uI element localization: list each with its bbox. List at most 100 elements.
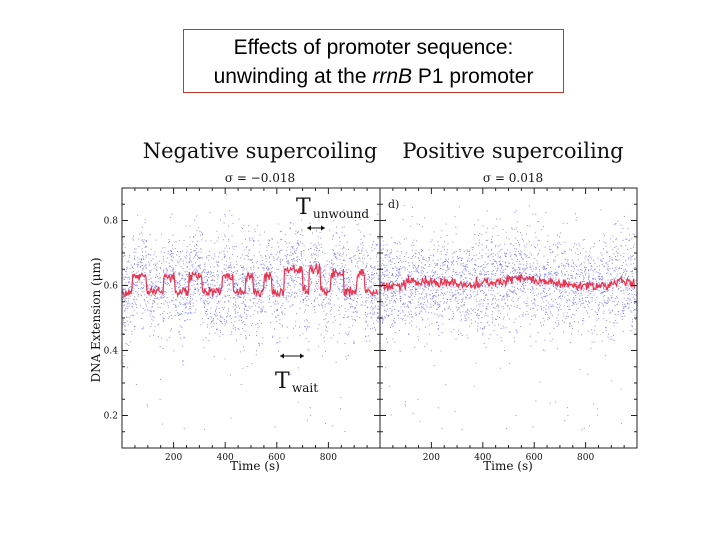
right-raw-point <box>569 322 571 324</box>
left-raw-point <box>185 303 187 305</box>
right-raw-point <box>447 258 449 260</box>
right-raw-point <box>498 298 500 300</box>
left-raw-point <box>253 303 255 305</box>
right-raw-point <box>516 260 518 262</box>
left-raw-point <box>219 287 221 289</box>
right-raw-point <box>385 301 387 303</box>
left-raw-point <box>377 265 379 267</box>
left-raw-point <box>325 314 327 316</box>
left-raw-point <box>142 326 144 328</box>
left-raw-point <box>195 234 197 236</box>
left-raw-point <box>151 281 153 283</box>
left-raw-point <box>215 315 217 317</box>
left-raw-point <box>338 254 340 256</box>
left-raw-point <box>312 252 314 254</box>
left-raw-point <box>201 234 203 236</box>
left-raw-point <box>326 302 328 304</box>
right-raw-point <box>608 333 609 335</box>
right-raw-point <box>491 272 493 274</box>
left-raw-point <box>163 270 164 272</box>
left-raw-point <box>129 341 131 343</box>
left-raw-point <box>318 305 320 307</box>
left-raw-point <box>331 269 333 271</box>
left-raw-point <box>229 247 230 249</box>
right-raw-point <box>384 291 386 293</box>
left-raw-point <box>282 303 284 305</box>
right-raw-point <box>443 302 445 304</box>
left-raw-point <box>141 239 143 241</box>
left-raw-point <box>219 285 220 287</box>
left-raw-point <box>314 311 316 313</box>
left-raw-point <box>198 226 199 228</box>
left-raw-point <box>219 316 221 318</box>
left-raw-point <box>174 279 176 281</box>
right-raw-point <box>499 367 501 369</box>
right-raw-point <box>452 295 454 297</box>
left-raw-point <box>243 277 245 279</box>
right-raw-point <box>437 289 439 291</box>
right-raw-point <box>417 291 419 293</box>
right-raw-point <box>541 309 543 311</box>
left-raw-point <box>141 287 142 289</box>
left-raw-point <box>305 319 307 321</box>
right-raw-point <box>549 276 551 278</box>
right-raw-point <box>428 257 430 259</box>
right-raw-point <box>483 271 485 273</box>
left-raw-point <box>359 287 361 289</box>
left-raw-point <box>272 256 274 258</box>
right-raw-point <box>487 321 489 323</box>
right-raw-point <box>518 241 519 243</box>
left-raw-point <box>330 337 332 339</box>
left-raw-point <box>299 326 300 328</box>
left-raw-point <box>336 281 338 283</box>
left-raw-point <box>136 282 138 284</box>
right-raw-point <box>451 277 452 279</box>
left-raw-point <box>225 260 227 262</box>
left-raw-point <box>272 280 274 282</box>
right-raw-point <box>434 271 436 272</box>
right-raw-point <box>516 330 518 332</box>
left-raw-point <box>254 285 255 287</box>
left-raw-point <box>216 230 218 232</box>
left-raw-point <box>300 284 302 286</box>
left-raw-point <box>335 279 337 281</box>
left-raw-point <box>257 283 259 285</box>
left-raw-point <box>202 295 204 297</box>
right-raw-point <box>536 260 538 262</box>
right-raw-point <box>583 262 585 264</box>
right-raw-point <box>404 320 406 322</box>
left-raw-point <box>354 308 356 309</box>
right-raw-point <box>610 297 612 299</box>
left-raw-point <box>335 275 337 277</box>
left-raw-point <box>129 268 131 270</box>
left-raw-point <box>332 249 334 250</box>
left-raw-point <box>143 242 145 244</box>
left-raw-point <box>307 348 309 350</box>
left-raw-point <box>141 259 143 261</box>
left-raw-point <box>186 250 188 252</box>
left-raw-point <box>150 285 152 287</box>
right-raw-point <box>488 277 490 279</box>
left-raw-point <box>258 289 260 291</box>
left-raw-point <box>315 247 317 248</box>
right-raw-point <box>384 284 386 286</box>
right-raw-point <box>506 273 508 275</box>
left-raw-point <box>330 313 332 315</box>
left-raw-point <box>256 289 258 290</box>
left-raw-point <box>366 262 368 264</box>
left-raw-point <box>150 310 152 312</box>
right-raw-point <box>477 277 479 279</box>
right-raw-point <box>498 251 500 253</box>
right-raw-point <box>502 265 504 267</box>
left-raw-point <box>254 231 256 233</box>
left-raw-point <box>280 238 282 240</box>
left-raw-point <box>179 314 181 316</box>
left-raw-point <box>127 367 129 369</box>
left-raw-point <box>367 325 369 327</box>
right-raw-point <box>431 297 433 299</box>
left-raw-point <box>197 251 199 253</box>
right-raw-point <box>555 244 557 246</box>
left-raw-point <box>209 212 211 214</box>
right-raw-point <box>634 309 635 310</box>
left-raw-point <box>278 350 279 352</box>
